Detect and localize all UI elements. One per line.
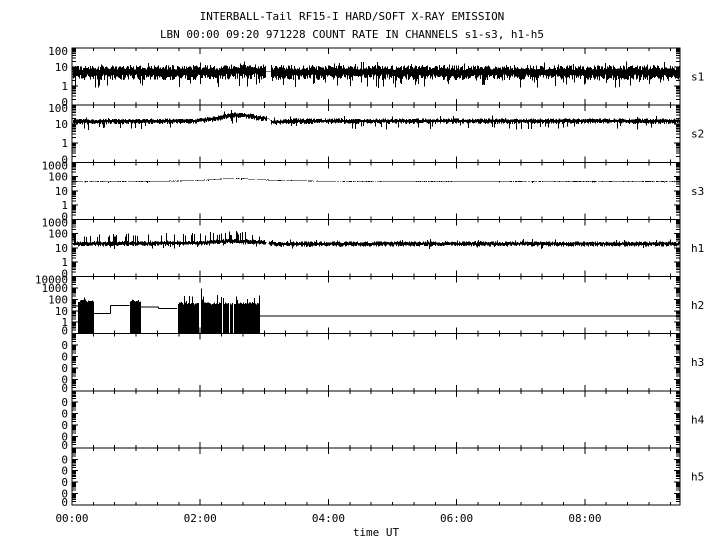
y-tick-label: 0 (61, 382, 68, 395)
trace-s1 (73, 61, 680, 88)
panel-frame (71, 47, 681, 506)
y-tick-label: 1000 (42, 282, 69, 295)
y-tick-label: 0 (61, 268, 68, 281)
y-tick-label: 1 (61, 256, 68, 269)
y-tick-label: 0 (61, 408, 68, 421)
panel-label-s2: s2 (691, 128, 704, 141)
y-tick-label: 100 (48, 45, 68, 58)
panel-label-h5: h5 (691, 470, 704, 483)
y-tick-label: 10 (55, 305, 68, 318)
trace-s2 (73, 110, 680, 130)
x-axis-ticks (92, 48, 671, 505)
panel-label-h3: h3 (691, 356, 704, 369)
y-tick-label: 100 (48, 102, 68, 115)
y-tick-label: 0 (61, 325, 68, 338)
y-tick-label: 0 (61, 96, 68, 109)
y-tick-label: 10 (55, 61, 68, 74)
x-tick-label: 08:00 (568, 512, 601, 525)
y-tick-label: 0 (61, 453, 68, 466)
y-tick-label: 0 (61, 210, 68, 223)
y-tick-label: 1000 (42, 159, 69, 172)
panel-label-s3: s3 (691, 185, 704, 198)
y-tick-label: 0 (61, 339, 68, 352)
x-tick-label: 04:00 (312, 512, 345, 525)
y-tick-label: 0 (61, 476, 68, 489)
y-tick-label: 0 (61, 496, 68, 509)
plot-generated-content: 1001010s11001010s210001001010s3100010010… (35, 45, 705, 525)
plot-subtitle: LBN 00:00 09:20 971228 COUNT RATE IN CHA… (160, 28, 544, 41)
y-tick-label: 1000 (42, 216, 69, 229)
y-tick-label: 1 (61, 80, 68, 93)
y-tick-label: 10 (55, 242, 68, 255)
panel-label-h4: h4 (691, 413, 705, 426)
y-tick-label: 0 (61, 430, 68, 443)
y-tick-label: 0 (61, 362, 68, 375)
panel-label-h2: h2 (691, 299, 704, 312)
trace-h1 (73, 231, 680, 249)
x-axis-label: time UT (353, 526, 400, 539)
y-tick-label: 0 (61, 488, 68, 501)
panel-label-s1: s1 (691, 71, 704, 84)
x-tick-label: 00:00 (55, 512, 88, 525)
y-tick-label: 100 (48, 293, 68, 306)
y-tick-label: 0 (61, 439, 68, 452)
y-tick-label: 1 (61, 199, 68, 212)
y-tick-label: 0 (61, 373, 68, 386)
x-tick-label: 06:00 (440, 512, 473, 525)
y-tick-label: 1 (61, 137, 68, 150)
x-tick-label: 02:00 (184, 512, 217, 525)
y-tick-label: 10000 (35, 274, 68, 287)
plot-title: INTERBALL-Tail RF15-I HARD/SOFT X-RAY EM… (200, 10, 505, 23)
trace-h2 (72, 288, 680, 334)
y-tick-label: 0 (61, 465, 68, 478)
y-tick-label: 10 (55, 185, 68, 198)
y-tick-label: 0 (61, 351, 68, 364)
y-tick-label: 0 (61, 153, 68, 166)
y-tick-label: 0 (61, 396, 68, 409)
y-tick-label: 100 (48, 171, 68, 184)
y-tick-label: 0 (61, 419, 68, 432)
y-tick-label: 1 (61, 316, 68, 329)
y-tick-label: 100 (48, 228, 68, 241)
panel-label-h1: h1 (691, 242, 704, 255)
trace-s3 (73, 178, 680, 183)
y-tick-label: 10 (55, 118, 68, 131)
